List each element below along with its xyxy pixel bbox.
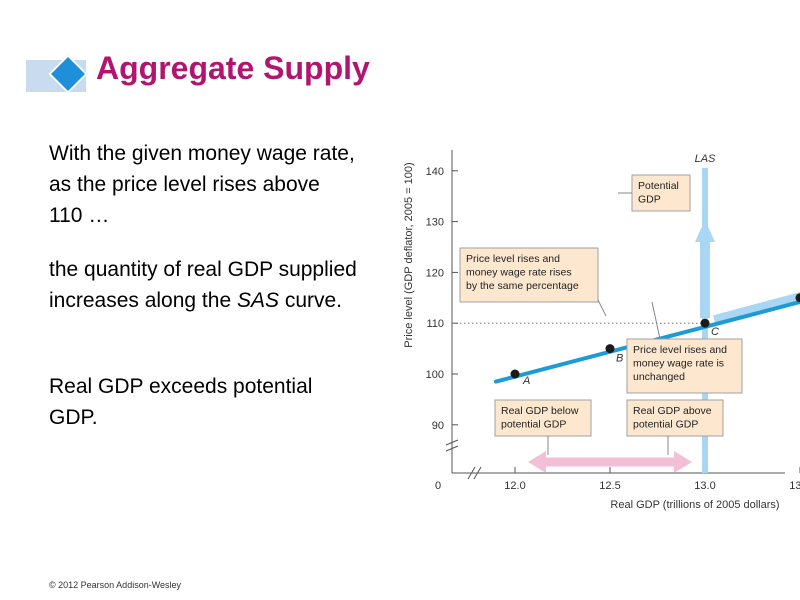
point-d: [795, 293, 800, 303]
x-tick-label-12.0: 12.0: [504, 480, 525, 492]
gdp-gap-arrow-right-head: [674, 451, 692, 473]
sas-move-arrow-shaft: [713, 292, 800, 326]
y-tick-label-100: 100: [426, 369, 444, 381]
price-and-wage-rise-pointer: [597, 299, 607, 317]
paragraph-2-text-end: curve.: [279, 289, 343, 312]
origin-label: 0: [435, 480, 441, 492]
point-c: [700, 318, 710, 328]
gdp-above-potential-annotation-line-2: potential GDP: [633, 419, 698, 431]
copyright-footer: © 2012 Pearson Addison-Wesley: [49, 580, 182, 590]
y-tick-label-110: 110: [426, 318, 444, 330]
wage-unchanged-annotation-line-3: unchanged: [633, 371, 685, 383]
gdp-below-potential-annotation-box: [494, 399, 592, 437]
wage-unchanged-annotation-line-2: money wage rate is: [633, 358, 724, 370]
point-b: [605, 344, 615, 354]
price-and-wage-rise-annotation-line-3: by the same percentage: [466, 280, 579, 292]
explanation-paragraph-3: Real GDP exceeds potential GDP.: [49, 375, 313, 429]
x-axis-label: Real GDP (trillions of 2005 dollars): [610, 499, 779, 511]
y-axis-break-icon: [445, 439, 459, 452]
y-tick-label-140: 140: [426, 166, 444, 178]
y-tick-label-90: 90: [432, 420, 444, 432]
x-tick-label-12.5: 12.5: [599, 480, 620, 492]
y-tick-label-120: 120: [426, 267, 444, 279]
gdp-gap-arrow-left-head: [528, 451, 546, 473]
point-a: [510, 369, 520, 379]
y-tick-label-130: 130: [426, 217, 444, 229]
paragraph-2-sas-term: SAS: [236, 289, 279, 312]
sas-curve: [494, 299, 800, 384]
point-label-b: B: [616, 353, 623, 365]
x-axis-break-icon: [467, 466, 482, 480]
gdp-below-potential-annotation-line-2: potential GDP: [501, 419, 566, 431]
paragraph-2-text-start: the quantity of real GDP supplied increa…: [49, 258, 357, 312]
wage-unchanged-annotation-line-1: Price level rises and: [633, 344, 727, 356]
point-label-c: C: [711, 326, 719, 338]
price-and-wage-rise-annotation-line-2: money wage rate rises: [466, 267, 572, 279]
gdp-below-potential-annotation-line-1: Real GDP below: [501, 405, 579, 417]
gdp-above-potential-annotation-box: [626, 399, 724, 437]
price-and-wage-rise-annotation-box: [459, 247, 599, 303]
las-upward-arrow-head: [695, 220, 715, 242]
potential-gdp-annotation-box: [631, 174, 691, 212]
gdp-above-potential-annotation-line-1: Real GDP above: [633, 405, 712, 417]
x-tick-label-13.5: 13.5: [789, 480, 800, 492]
las-curve-label: LAS: [695, 153, 716, 165]
wage-unchanged-annotation-box: [626, 338, 743, 394]
price-and-wage-rise-annotation-line-1: Price level rises and: [466, 253, 560, 265]
wage-unchanged-pointer: [651, 301, 661, 340]
explanation-paragraph-2: the quantity of real GDP supplied increa…: [49, 254, 359, 316]
y-axis-label: Price level (GDP deflator, 2005 = 100): [403, 162, 415, 347]
potential-gdp-annotation-line-2: GDP: [638, 194, 661, 206]
explanation-paragraph-1: With the given money wage rate, as the p…: [49, 142, 355, 227]
point-label-a: A: [522, 375, 530, 387]
las-upward-arrow-shaft: [700, 240, 710, 318]
potential-gdp-annotation-line-1: Potential: [638, 180, 679, 192]
slide-title: Aggregate Supply: [96, 50, 370, 86]
x-tick-label-13.0: 13.0: [694, 480, 715, 492]
